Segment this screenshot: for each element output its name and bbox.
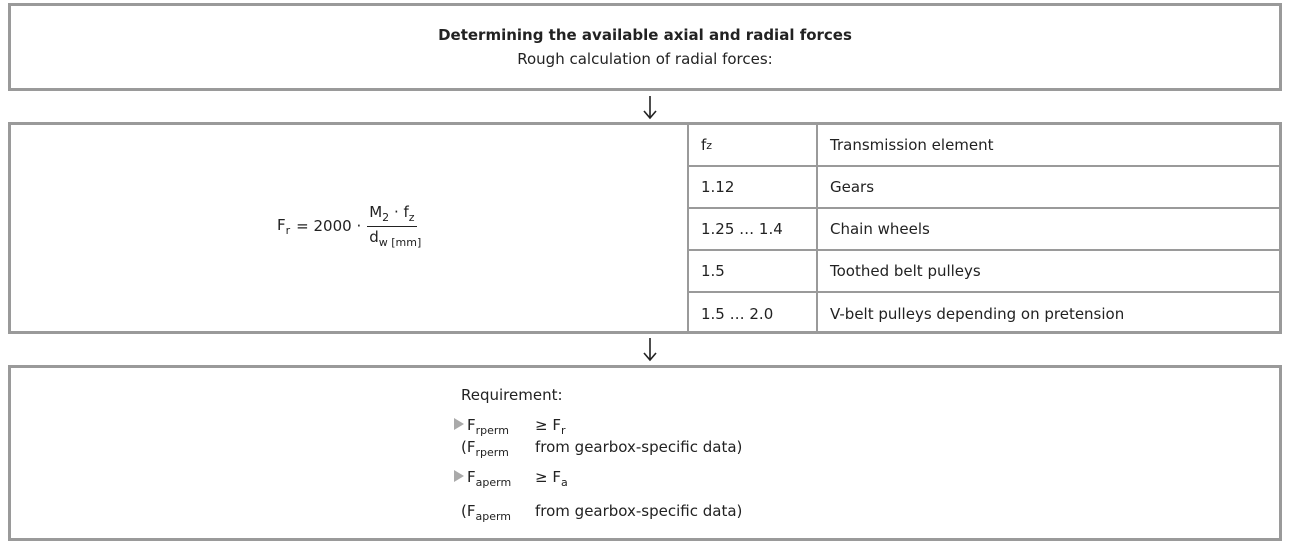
- bullet: [454, 418, 464, 430]
- arrow: [643, 96, 657, 120]
- symbol: Frperm: [467, 416, 535, 437]
- factor-cell: 1.5 … 2.0: [687, 293, 816, 334]
- symbol-sub: rperm: [475, 424, 509, 437]
- requirement-note: (Frperm from gearbox-specific data): [454, 438, 743, 459]
- num-f-sub: z: [408, 211, 415, 224]
- symbol-sub: aperm: [475, 476, 512, 489]
- note-open: (F: [461, 502, 476, 520]
- symbol: f: [701, 136, 707, 154]
- note-text: from gearbox-specific data): [535, 502, 743, 520]
- relation: ≥ F: [535, 468, 561, 486]
- requirement-list: Frperm ≥ Fr (Frperm from gearbox-specific d…: [454, 416, 743, 523]
- denominator: dw [mm]: [367, 227, 423, 249]
- element-cell: Gears: [816, 167, 1279, 209]
- note-symbol: (Faperm: [461, 502, 535, 523]
- requirement-item: Frperm ≥ Fr (Frperm from gearbox-specific d…: [454, 416, 743, 459]
- den-sub: w [mm]: [378, 236, 422, 249]
- note-symbol: (Frperm: [461, 438, 535, 459]
- num-m-sub: 2: [382, 211, 390, 224]
- relation-sub: a: [560, 476, 568, 489]
- formula: Fr = 2000 · M2 · fz dw [mm]: [277, 203, 423, 249]
- factor-cell: 1.25 … 1.4: [687, 209, 816, 251]
- requirement-title: Requirement:: [461, 386, 563, 404]
- arrow: [643, 338, 657, 362]
- bullet: [454, 470, 464, 482]
- requirement-line: Frperm ≥ Fr: [454, 416, 742, 437]
- requirement-line: Faperm ≥ Fa: [454, 468, 742, 489]
- symbol-sub: z: [706, 138, 713, 152]
- title: Determining the available axial and radi…: [438, 26, 852, 44]
- num-f: · f: [393, 203, 409, 221]
- factor: = 2000 ·: [296, 217, 362, 235]
- requirement-note: (Faperm from gearbox-specific data): [454, 502, 743, 523]
- note-sub: aperm: [475, 510, 512, 523]
- element-cell: V-belt pulleys depending on pretension: [816, 293, 1279, 334]
- lhs-sub: r: [285, 223, 291, 237]
- symbol-main: F: [467, 416, 476, 434]
- element-cell: Chain wheels: [816, 209, 1279, 251]
- element-cell: Toothed belt pulleys: [816, 251, 1279, 293]
- symbol-main: F: [467, 468, 476, 486]
- num-m: M: [369, 203, 383, 221]
- relation-sub: r: [560, 424, 566, 437]
- numerator: M2 · fz: [367, 203, 417, 227]
- requirement-item: Faperm ≥ Fa (Faperm from gearbox-specific d…: [454, 468, 743, 523]
- subtitle: Rough calculation of radial forces:: [517, 50, 773, 68]
- formula-lhs: Fr: [277, 216, 290, 237]
- note-text: from gearbox-specific data): [535, 438, 743, 456]
- den-d: d: [369, 228, 379, 246]
- relation: ≥ F: [535, 416, 561, 434]
- header-box: Determining the available axial and radi…: [8, 3, 1282, 91]
- factor-cell: 1.12: [687, 167, 816, 209]
- symbol: Faperm: [467, 468, 535, 489]
- note-open: (F: [461, 438, 476, 456]
- lhs: F: [277, 215, 286, 234]
- factor-cell: 1.5: [687, 251, 816, 293]
- note-sub: rperm: [475, 446, 509, 459]
- fraction: M2 · fz dw [mm]: [367, 203, 423, 249]
- requirement-box: Requirement: Frperm ≥ Fr (Frperm from gearb…: [8, 365, 1282, 541]
- header-label: Transmission element: [816, 125, 1279, 167]
